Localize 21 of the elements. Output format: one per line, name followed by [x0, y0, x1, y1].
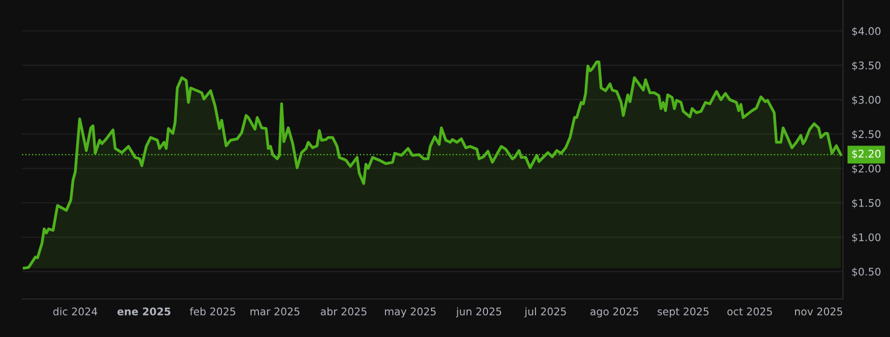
x-tick-label: abr 2025: [320, 307, 366, 316]
y-tick-label: $4.00: [852, 26, 880, 36]
x-tick-label: sept 2025: [658, 308, 709, 318]
x-tick-label: may 2025: [385, 308, 436, 318]
x-tick-label: mar 2025: [250, 308, 300, 316]
y-tick-label: $3.50: [852, 61, 880, 71]
y-tick-label: $1.50: [852, 198, 880, 208]
x-tick-label: dic 2024: [53, 307, 98, 316]
x-tick-label: oct 2025: [727, 308, 772, 316]
y-tick-label: $2.00: [852, 164, 880, 174]
x-tick-label: ago 2025: [590, 308, 638, 318]
x-tick-label: jul 2025: [524, 307, 566, 318]
ref-line-label: $2.20: [852, 150, 880, 160]
x-tick-label: nov 2025: [795, 308, 842, 316]
y-tick-label: $1.00: [852, 233, 880, 243]
y-tick-label: $0.50: [852, 268, 880, 277]
x-tick-label: ene 2025: [117, 308, 170, 316]
x-tick-label: feb 2025: [190, 307, 236, 316]
y-tick-label: $3.00: [852, 96, 880, 106]
y-tick-label: $2.50: [852, 130, 880, 140]
x-tick-label: jun 2025: [456, 307, 502, 318]
